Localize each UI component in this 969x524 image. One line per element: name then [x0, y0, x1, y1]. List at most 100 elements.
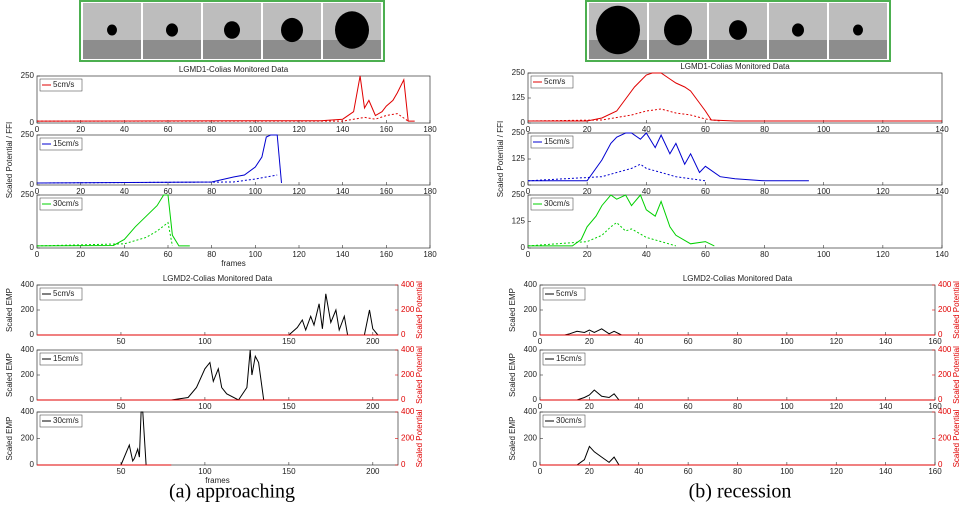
legend-label: 30cm/s	[53, 416, 79, 425]
y-tick-label: 0	[30, 460, 35, 469]
y-tick-label: 0	[533, 460, 538, 469]
x-tick-label: 20	[583, 125, 592, 134]
plot-frame	[539, 284, 936, 336]
thumbnail-object	[792, 23, 804, 37]
plot-frame	[36, 349, 399, 401]
series-line	[527, 221, 677, 247]
x-tick-label: 160	[380, 125, 394, 134]
series-line	[36, 75, 415, 122]
y2-tick-label: 0	[938, 330, 943, 339]
x-tick-label: 80	[207, 125, 216, 134]
x-tick-label: 0	[526, 250, 531, 259]
x-tick-label: 200	[366, 337, 380, 346]
legend-box	[39, 287, 83, 301]
y-tick-label: 250	[512, 190, 526, 199]
legend-box	[39, 197, 83, 211]
y-tick-label: 250	[21, 71, 35, 80]
y-axis-label: Scaled EMP	[5, 416, 14, 460]
x-tick-label: 40	[634, 467, 643, 476]
y-tick-label: 125	[512, 93, 526, 102]
x-tick-label: 20	[583, 187, 592, 196]
x-tick-label: 140	[336, 187, 350, 196]
y2-axis-label: Scaled Potential	[415, 409, 424, 467]
y-tick-label: 250	[21, 130, 35, 139]
plot-frame	[36, 284, 399, 336]
x-tick-label: 50	[117, 467, 126, 476]
chart-title: LGMD1-Colias Monitored Data	[680, 62, 790, 71]
x-tick-label: 20	[585, 337, 594, 346]
x-tick-label: 60	[701, 125, 710, 134]
x-tick-label: 20	[585, 402, 594, 411]
x-tick-label: 180	[423, 187, 437, 196]
legend-label: 30cm/s	[53, 199, 79, 208]
y-tick-label: 0	[521, 243, 526, 252]
x-tick-label: 20	[76, 125, 85, 134]
y-tick-label: 0	[30, 395, 35, 404]
x-tick-label: 200	[366, 402, 380, 411]
legend-box	[530, 75, 574, 89]
y-axis-label: Scaled EMP	[508, 353, 517, 397]
plot-frame	[539, 411, 936, 466]
x-tick-label: 100	[198, 467, 212, 476]
x-tick-label: 50	[117, 337, 126, 346]
x-tick-label: 60	[701, 187, 710, 196]
thumbnail-floor	[263, 40, 321, 59]
x-tick-label: 140	[935, 187, 949, 196]
y-axis-label: Scaled Potential / FFI	[5, 122, 14, 198]
thumbnail-object	[107, 24, 117, 36]
x-tick-label: 80	[760, 125, 769, 134]
chart-title: LGMD1-Colias Monitored Data	[179, 65, 289, 74]
y-tick-label: 0	[521, 118, 526, 127]
thumbnail-floor	[203, 40, 261, 59]
legend-box	[542, 352, 586, 366]
x-tick-label: 80	[207, 187, 216, 196]
x-tick-label: 20	[583, 250, 592, 259]
x-tick-label: 120	[876, 187, 890, 196]
thumbnail-floor	[649, 40, 707, 59]
y2-axis-label: Scaled Potential	[952, 346, 961, 404]
y2-tick-label: 0	[401, 395, 406, 404]
x-tick-label: 40	[120, 187, 129, 196]
x-tick-label: 160	[928, 467, 942, 476]
chart-title: LGMD2-Colias Monitored Data	[163, 274, 273, 283]
x-tick-label: 150	[282, 337, 296, 346]
series-line	[528, 194, 715, 247]
legend-label: 5cm/s	[556, 289, 577, 298]
x-tick-label: 40	[642, 187, 651, 196]
y-tick-label: 200	[524, 305, 538, 314]
series-line	[36, 221, 173, 247]
x-tick-label: 100	[817, 187, 831, 196]
series-line	[37, 349, 398, 401]
x-tick-label: 100	[249, 125, 263, 134]
caption: (b) recession	[689, 481, 792, 503]
x-tick-label: 180	[423, 250, 437, 259]
x-tick-label: 50	[117, 402, 126, 411]
y2-axis-label: Scaled Potential	[415, 281, 424, 339]
y-tick-label: 200	[21, 305, 35, 314]
x-tick-label: 140	[935, 125, 949, 134]
series-line	[36, 174, 278, 184]
y-tick-label: 400	[524, 407, 538, 416]
x-tick-label: 140	[336, 125, 350, 134]
x-tick-label: 0	[35, 250, 40, 259]
x-tick-label: 20	[585, 467, 594, 476]
legend-box	[39, 78, 83, 92]
thumbnail-floor	[829, 40, 887, 59]
x-tick-label: 20	[76, 187, 85, 196]
x-tick-label: 80	[733, 402, 742, 411]
x-tick-label: 60	[701, 250, 710, 259]
x-tick-label: 100	[198, 402, 212, 411]
legend-box	[542, 414, 586, 428]
series-line	[540, 389, 935, 401]
y-tick-label: 0	[30, 118, 35, 127]
x-tick-label: 120	[830, 402, 844, 411]
y-tick-label: 200	[524, 434, 538, 443]
y2-tick-label: 200	[401, 305, 415, 314]
x-axis-label: frames	[221, 259, 245, 268]
legend-label: 30cm/s	[556, 416, 582, 425]
series-line	[37, 411, 147, 466]
y2-axis-label: Scaled Potential	[415, 346, 424, 404]
x-tick-label: 120	[830, 467, 844, 476]
x-tick-label: 0	[538, 337, 543, 346]
plot-frame	[36, 75, 431, 124]
